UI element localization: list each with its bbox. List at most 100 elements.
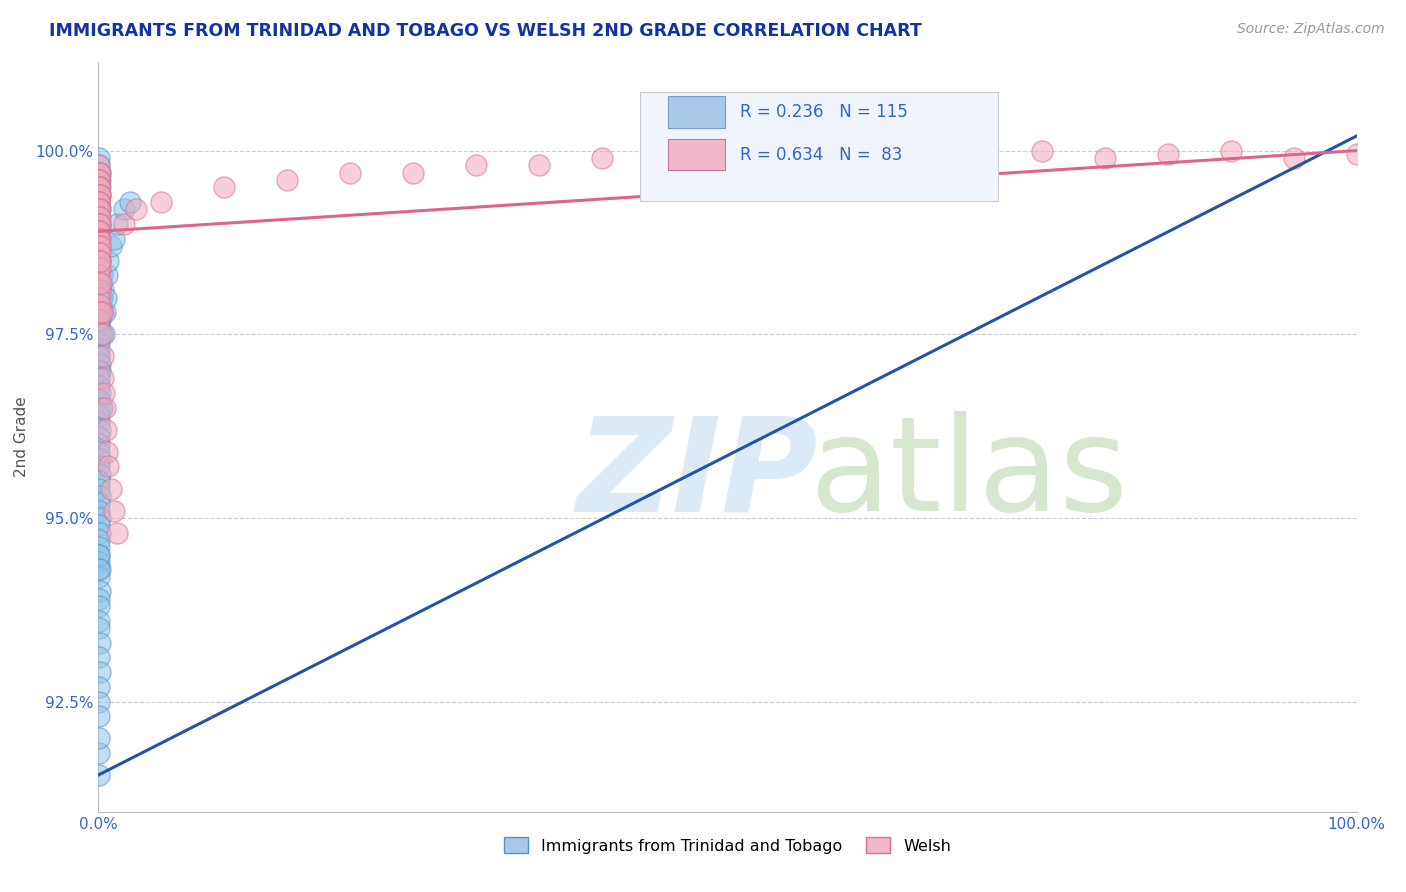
- Y-axis label: 2nd Grade: 2nd Grade: [14, 397, 28, 477]
- Point: [89, 489, 111, 503]
- Point: [89, 194, 111, 209]
- Point: [93, 327, 115, 342]
- Point: [87, 746, 110, 760]
- Point: [89, 305, 111, 319]
- Point: [87, 364, 110, 378]
- Legend: Immigrants from Trinidad and Tobago, Welsh: Immigrants from Trinidad and Tobago, Wel…: [498, 830, 957, 860]
- Point: [89, 217, 111, 231]
- Point: [93, 283, 115, 297]
- Point: [89, 562, 111, 576]
- Point: [87, 210, 110, 224]
- Point: [89, 511, 111, 525]
- Point: [105, 217, 128, 231]
- Text: R = 0.634   N =  83: R = 0.634 N = 83: [740, 145, 903, 163]
- Point: [89, 378, 111, 392]
- Point: [89, 210, 111, 224]
- Point: [89, 636, 111, 650]
- Point: [402, 166, 425, 180]
- Point: [87, 224, 110, 238]
- Point: [89, 166, 111, 180]
- Point: [276, 173, 298, 187]
- Point: [89, 217, 111, 231]
- Point: [103, 503, 125, 517]
- Point: [90, 276, 112, 290]
- Point: [842, 144, 865, 158]
- Point: [89, 180, 111, 194]
- Point: [89, 401, 111, 415]
- Point: [89, 416, 111, 430]
- Point: [87, 533, 110, 547]
- Point: [89, 444, 111, 458]
- Point: [89, 187, 111, 202]
- Point: [87, 430, 110, 444]
- Point: [87, 312, 110, 326]
- Point: [87, 261, 110, 276]
- Point: [89, 173, 111, 187]
- Point: [87, 731, 110, 746]
- Point: [90, 268, 112, 283]
- Point: [87, 591, 110, 606]
- Point: [89, 187, 111, 202]
- Point: [1220, 144, 1243, 158]
- Point: [91, 349, 114, 363]
- Point: [89, 709, 111, 723]
- Point: [89, 202, 111, 217]
- Point: [87, 298, 110, 312]
- Point: [87, 548, 110, 562]
- Point: [89, 224, 111, 238]
- Point: [1346, 147, 1368, 161]
- Point: [89, 482, 111, 496]
- Point: [125, 202, 148, 217]
- Point: [90, 305, 112, 319]
- Point: [89, 283, 111, 297]
- Point: [89, 371, 111, 385]
- Point: [87, 246, 110, 260]
- Point: [591, 151, 613, 165]
- Point: [87, 555, 110, 569]
- Point: [89, 364, 111, 378]
- Point: [97, 253, 120, 268]
- Point: [89, 650, 111, 665]
- Text: Source: ZipAtlas.com: Source: ZipAtlas.com: [1237, 22, 1385, 37]
- Point: [89, 217, 111, 231]
- Point: [89, 291, 111, 305]
- Point: [89, 261, 111, 276]
- Point: [89, 232, 111, 246]
- Point: [94, 423, 117, 437]
- Point: [91, 291, 114, 305]
- Point: [89, 525, 111, 540]
- Point: [89, 452, 111, 467]
- Point: [89, 246, 111, 260]
- Point: [90, 276, 112, 290]
- Point: [87, 496, 110, 510]
- Point: [87, 180, 110, 194]
- Point: [89, 239, 111, 253]
- Point: [89, 246, 111, 260]
- Point: [89, 291, 111, 305]
- Point: [89, 158, 111, 172]
- Point: [89, 319, 111, 334]
- Text: atlas: atlas: [810, 411, 1129, 538]
- Point: [89, 305, 111, 319]
- Point: [89, 268, 111, 283]
- Point: [779, 147, 801, 161]
- Point: [89, 232, 111, 246]
- Point: [1157, 147, 1180, 161]
- Point: [969, 147, 991, 161]
- Point: [87, 173, 110, 187]
- Point: [89, 253, 111, 268]
- Point: [89, 166, 111, 180]
- Point: [87, 268, 110, 283]
- Point: [89, 393, 111, 408]
- Point: [89, 298, 111, 312]
- Point: [89, 334, 111, 349]
- Point: [87, 621, 110, 635]
- Point: [96, 268, 118, 283]
- Point: [905, 151, 928, 165]
- Point: [105, 525, 128, 540]
- Bar: [668, 96, 725, 128]
- Point: [87, 158, 110, 172]
- Point: [103, 232, 125, 246]
- Point: [150, 194, 173, 209]
- Text: ZIP: ZIP: [576, 411, 818, 538]
